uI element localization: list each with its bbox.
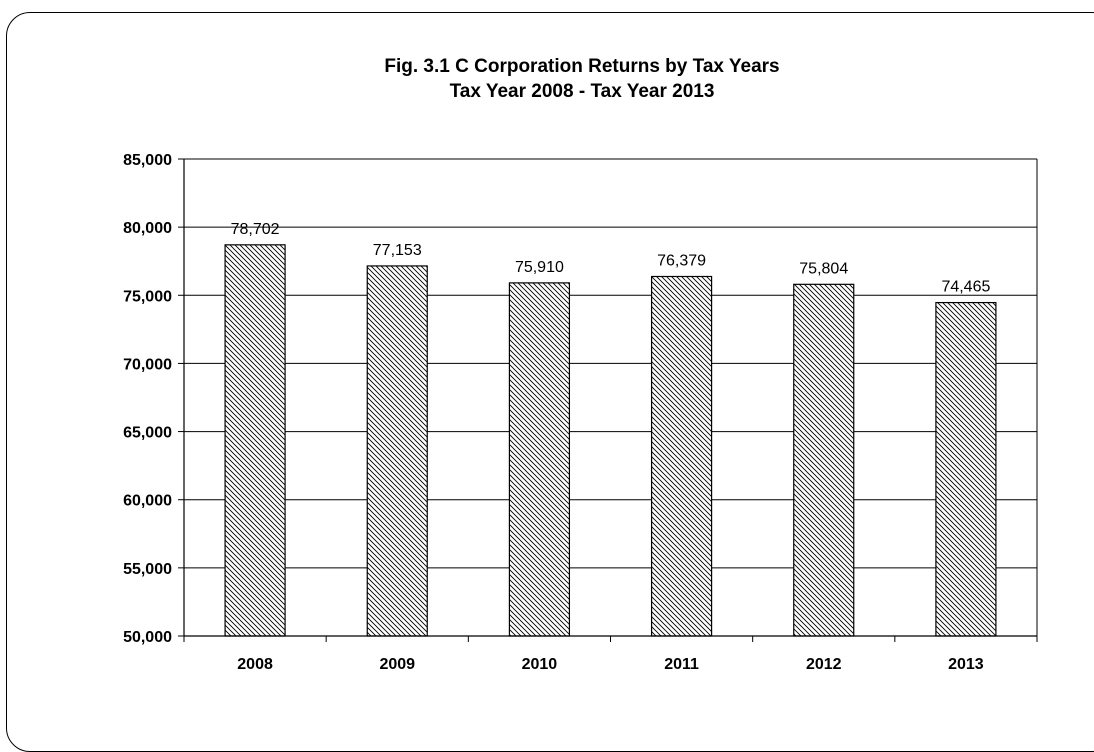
x-tick-label: 2010: [522, 656, 558, 673]
x-tick-label: 2013: [948, 656, 984, 673]
y-tick-label: 70,000: [123, 356, 172, 373]
chart-subtitle: Tax Year 2008 - Tax Year 2013: [450, 81, 715, 102]
y-tick-label: 85,000: [123, 152, 172, 169]
bar-2009: [366, 265, 428, 637]
x-tick-label: 2012: [806, 656, 842, 673]
x-axis-ticks: 2008 2009 2010 2011 2012 2013: [237, 656, 984, 673]
y-tick-label: 60,000: [123, 493, 172, 510]
bar-2011: [650, 275, 713, 637]
data-label-2009: 77,153: [373, 242, 422, 259]
y-axis-ticks: 50,000 55,000 60,000 65,000 70,000 75,000 80,0…: [123, 152, 172, 646]
data-labels: 78,702 77,153 75,910 76,379 75,804 74,465: [231, 221, 991, 296]
x-tick-label: 2008: [237, 656, 273, 673]
data-label-2008: 78,702: [231, 221, 280, 238]
x-tick-label: 2011: [664, 656, 699, 673]
chart-title: Fig. 3.1 C Corporation Returns by Tax Ye…: [384, 56, 779, 77]
bar-2010: [508, 282, 571, 637]
y-tick-label: 50,000: [123, 629, 172, 646]
bar-2008: [224, 244, 286, 637]
bar-chart: Fig. 3.1 C Corporation Returns by Tax Ye…: [123, 56, 1038, 673]
data-label-2011: 76,379: [657, 252, 706, 269]
bars: [224, 244, 997, 637]
y-tick-label: 65,000: [123, 425, 172, 442]
data-label-2013: 74,465: [941, 279, 990, 296]
y-tick-label: 55,000: [123, 561, 172, 578]
data-label-2010: 75,910: [515, 259, 564, 276]
y-tick-label: 80,000: [123, 220, 172, 237]
x-tick-label: 2009: [379, 656, 415, 673]
axes: [178, 158, 1038, 642]
bar-2013: [935, 301, 997, 637]
data-label-2012: 75,804: [799, 260, 848, 277]
gridlines: [184, 158, 1038, 637]
y-tick-label: 75,000: [123, 288, 172, 305]
bar-2012: [793, 283, 855, 637]
